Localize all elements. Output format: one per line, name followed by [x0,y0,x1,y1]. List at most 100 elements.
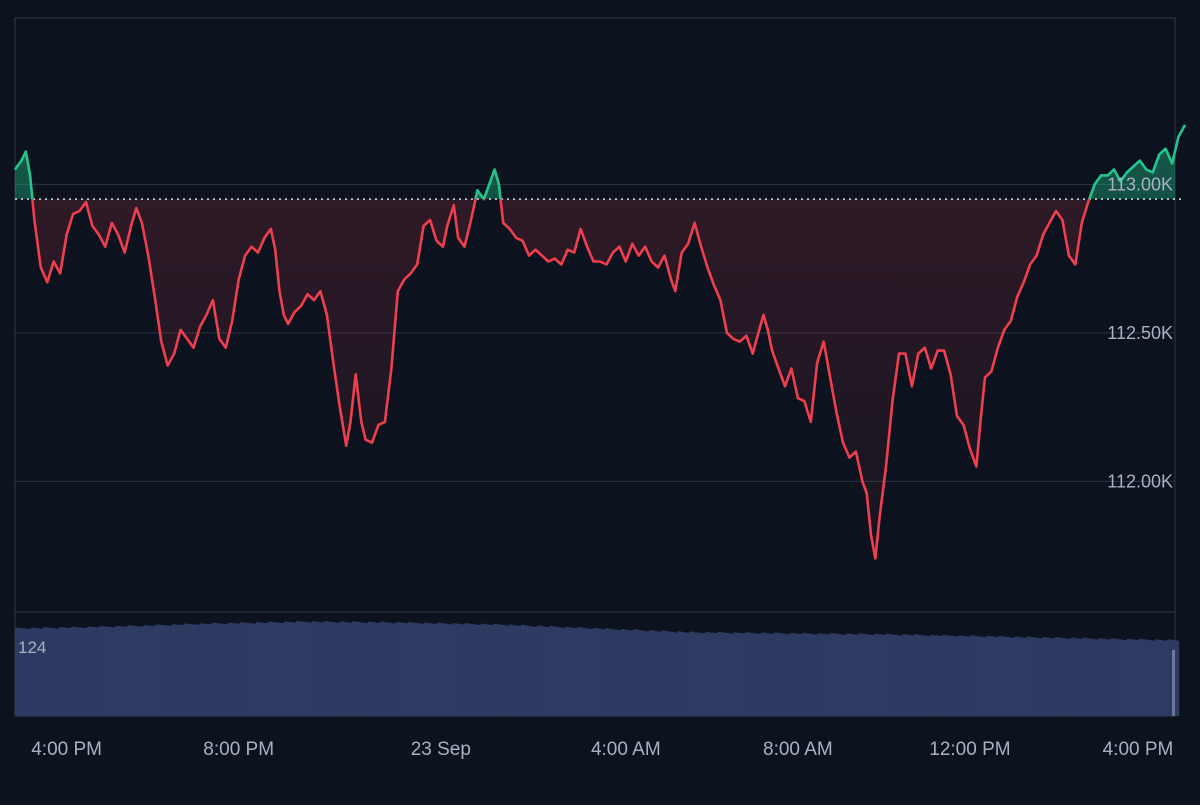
volume-bar [572,628,578,716]
volume-bar [131,625,136,716]
volume-bar [127,625,132,716]
y-tick-label: 112.00K [1107,471,1173,491]
volume-bar [998,635,1003,716]
volume-bar [777,633,782,716]
line-below-baseline [31,199,1091,560]
volume-bar [845,633,851,716]
volume-bar [954,636,959,716]
volume-bar [115,625,120,716]
y-axis-labels: 113.00K 112.50K 112.00K [1107,174,1173,491]
volume-bar [653,630,658,716]
volume-bar [1018,637,1023,716]
volume-bar [609,628,614,716]
volume-bar [520,624,525,716]
volume-bar [894,634,899,716]
volume-bar [388,622,393,716]
volume-bar [243,622,248,716]
volume-bar [203,623,208,716]
volume-bar [1070,637,1075,716]
volume-bar [468,623,473,716]
volume-bar [295,621,301,716]
volume-bar [1046,637,1051,716]
volume-bar [576,627,582,716]
volume-bar [641,630,646,716]
volume-bar [552,626,558,716]
y-tick-label: 113.00K [1107,174,1173,194]
volume-bar [733,632,738,716]
volume-bar [1114,638,1119,716]
volume-bar [934,635,939,716]
volume-bar [47,627,52,716]
volume-bar [392,623,397,716]
volume-bar [922,635,927,716]
volume-bar [179,624,184,716]
volume-bar [1014,636,1019,716]
volume-bar [942,634,947,716]
volume-bar [255,622,261,716]
volume-bar [1022,637,1027,716]
volume-bar [1142,639,1148,716]
volume-bar [1110,638,1115,716]
volume-bar [183,623,188,716]
volume-bar [1010,637,1015,716]
volume-bar [420,623,425,716]
volume-bar [1090,638,1095,716]
volume-bar [617,630,622,716]
volume-bar [320,622,325,716]
volume-bar [99,626,104,716]
x-tick-label: 4:00 PM [1103,739,1174,760]
x-axis-labels: 4:00 PM 8:00 PM 23 Sep 4:00 AM 8:00 AM 12:00 … [31,739,1173,760]
volume-bar [950,635,955,716]
volume-bar [139,626,144,716]
volume-bar [1054,637,1059,716]
volume-bar [460,624,465,716]
volume-bar [384,622,389,716]
volume-bar [332,622,337,716]
volume-bar [360,622,365,716]
volume-bar [536,625,541,716]
volume-bar [492,623,497,716]
volume-bar [1058,637,1063,716]
volume-bar [432,623,437,716]
volume-bar [657,631,662,716]
volume-bar [428,623,433,716]
volume-bar [452,623,457,716]
volume-bar [588,629,594,716]
volume-bar [962,635,967,716]
volume-bar [805,633,810,716]
volume-bar [669,631,674,716]
volume-bar [15,627,20,716]
volume-bar [592,627,598,716]
volume-bar [19,628,24,716]
volume-bar [817,633,822,716]
volume-bar [1146,639,1152,716]
volume-bar [400,622,405,716]
volume-bar [625,629,630,716]
volume-bar [761,632,766,716]
volume-bar [773,632,778,716]
x-tick-label: 12:00 PM [929,739,1010,760]
volume-bar [87,626,92,716]
volume-bar [1082,637,1087,716]
volume-bar [380,621,385,716]
volume-bar [532,626,537,716]
volume-bar [978,636,983,716]
volume-bar [765,633,770,716]
volume-bar [946,635,951,716]
volume-bar [308,622,313,716]
volume-bar [328,621,333,716]
volume-bar [649,630,654,716]
volume-bar [1138,638,1144,716]
x-tick-label: 4:00 PM [31,739,102,760]
volume-bar [1002,636,1007,716]
volume-bar [681,632,686,716]
volume-bar [568,627,574,716]
volume-bar [717,631,722,716]
volume-bar [215,623,220,716]
volume-bar [356,621,361,716]
volume-bar [881,634,887,716]
volume-bar [584,628,590,716]
volume-bar [982,637,987,716]
volume-bar [785,634,790,716]
